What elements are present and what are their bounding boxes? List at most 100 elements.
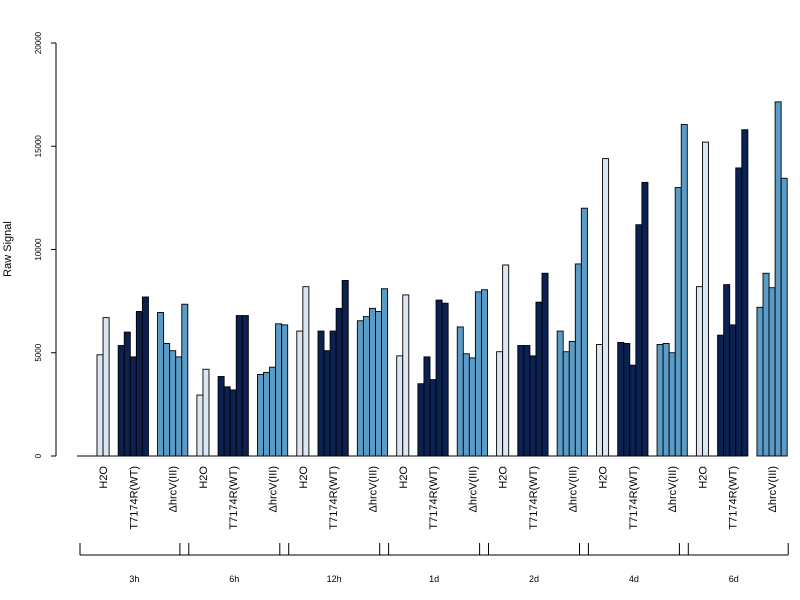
bar bbox=[774, 101, 782, 457]
bar bbox=[435, 299, 443, 457]
time-point-label: 3h bbox=[129, 574, 139, 584]
bar bbox=[735, 167, 743, 457]
bar bbox=[317, 330, 325, 457]
bar bbox=[175, 356, 183, 457]
labels-layer: H2O T7174R(WT) ΔhrcV(III) 3h H2O T7174R(WT) Δh… bbox=[79, 466, 789, 584]
bar bbox=[141, 296, 149, 457]
group-label: T7174R(WT) bbox=[628, 466, 640, 530]
group-label: H2O bbox=[398, 466, 410, 489]
y-tick-label: 0 bbox=[34, 453, 43, 458]
bar bbox=[381, 288, 389, 457]
bar bbox=[396, 355, 404, 457]
bar bbox=[502, 264, 510, 457]
bar bbox=[535, 301, 543, 457]
bar bbox=[257, 373, 264, 457]
bar bbox=[375, 311, 383, 457]
group-label: H2O bbox=[598, 466, 610, 489]
bar bbox=[223, 386, 231, 457]
group-label: ΔhrcV(III) bbox=[667, 466, 679, 512]
group-label: H2O bbox=[697, 466, 709, 489]
group-label: ΔhrcV(III) bbox=[367, 466, 379, 512]
bar bbox=[129, 356, 137, 457]
bar bbox=[768, 287, 776, 457]
group-label: H2O bbox=[98, 466, 110, 489]
bar bbox=[169, 350, 177, 457]
bar bbox=[181, 303, 189, 457]
time-point-label: 6h bbox=[229, 574, 239, 584]
group-label: T7174R(WT) bbox=[328, 466, 340, 530]
bar bbox=[762, 272, 770, 457]
bar bbox=[417, 383, 425, 457]
y-tick-label: 5000 bbox=[34, 343, 43, 361]
time-point-label: 6d bbox=[729, 574, 739, 584]
bar bbox=[323, 350, 331, 457]
bar bbox=[123, 331, 131, 457]
bar bbox=[263, 371, 271, 457]
bar bbox=[335, 307, 343, 457]
bar bbox=[241, 315, 249, 457]
bar bbox=[629, 364, 637, 457]
bar bbox=[341, 280, 349, 457]
bar bbox=[623, 343, 631, 457]
bar bbox=[329, 330, 337, 457]
bar bbox=[462, 353, 470, 457]
bar bbox=[102, 317, 110, 457]
bar bbox=[729, 324, 737, 457]
group-label: T7174R(WT) bbox=[428, 466, 440, 530]
bar bbox=[717, 334, 725, 457]
bar bbox=[674, 187, 682, 457]
bar bbox=[662, 343, 670, 457]
y-axis-title: Raw Signal bbox=[2, 221, 14, 277]
bar bbox=[281, 324, 289, 457]
bar bbox=[741, 129, 749, 457]
bar bbox=[275, 323, 283, 457]
time-point-label: 12h bbox=[327, 574, 342, 584]
bar bbox=[302, 286, 310, 457]
bar bbox=[723, 284, 731, 457]
bars-layer bbox=[96, 101, 788, 457]
group-label: T7174R(WT) bbox=[528, 466, 540, 530]
bar bbox=[695, 286, 703, 457]
bar bbox=[456, 326, 464, 457]
group-label: ΔhrcV(III) bbox=[767, 466, 779, 512]
bar bbox=[474, 291, 482, 457]
group-label: T7174R(WT) bbox=[228, 466, 240, 530]
bar bbox=[529, 355, 537, 457]
time-point-label: 2d bbox=[529, 574, 539, 584]
bar bbox=[602, 158, 610, 457]
bar bbox=[429, 379, 437, 457]
bar bbox=[562, 351, 570, 457]
bar bbox=[780, 177, 788, 457]
time-bracket bbox=[79, 543, 190, 556]
bar bbox=[117, 345, 125, 457]
bar bbox=[641, 181, 649, 457]
bar bbox=[362, 316, 370, 457]
bar bbox=[441, 302, 449, 457]
bar bbox=[574, 263, 582, 457]
group-label: ΔhrcV(III) bbox=[467, 466, 479, 512]
bar bbox=[296, 330, 304, 457]
y-tick-label: 20000 bbox=[34, 31, 43, 54]
bar bbox=[702, 141, 709, 457]
time-bracket bbox=[479, 543, 589, 556]
bar bbox=[423, 356, 431, 457]
bar bbox=[157, 312, 165, 457]
bar bbox=[217, 376, 225, 457]
bar bbox=[356, 320, 364, 457]
group-label: ΔhrcV(III) bbox=[168, 466, 180, 512]
time-point-label: 4d bbox=[629, 574, 639, 584]
y-tick-label: 10000 bbox=[34, 238, 43, 261]
bar bbox=[756, 306, 764, 457]
bar bbox=[496, 351, 504, 457]
bar bbox=[568, 340, 576, 457]
bar bbox=[541, 272, 549, 457]
time-point-label: 1d bbox=[429, 574, 439, 584]
time-bracket bbox=[678, 543, 789, 556]
bar bbox=[196, 394, 204, 457]
bar bbox=[523, 345, 531, 457]
group-label: ΔhrcV(III) bbox=[268, 466, 280, 512]
time-bracket bbox=[279, 543, 390, 556]
group-label: ΔhrcV(III) bbox=[567, 466, 579, 512]
y-tick-label: 15000 bbox=[34, 135, 43, 158]
